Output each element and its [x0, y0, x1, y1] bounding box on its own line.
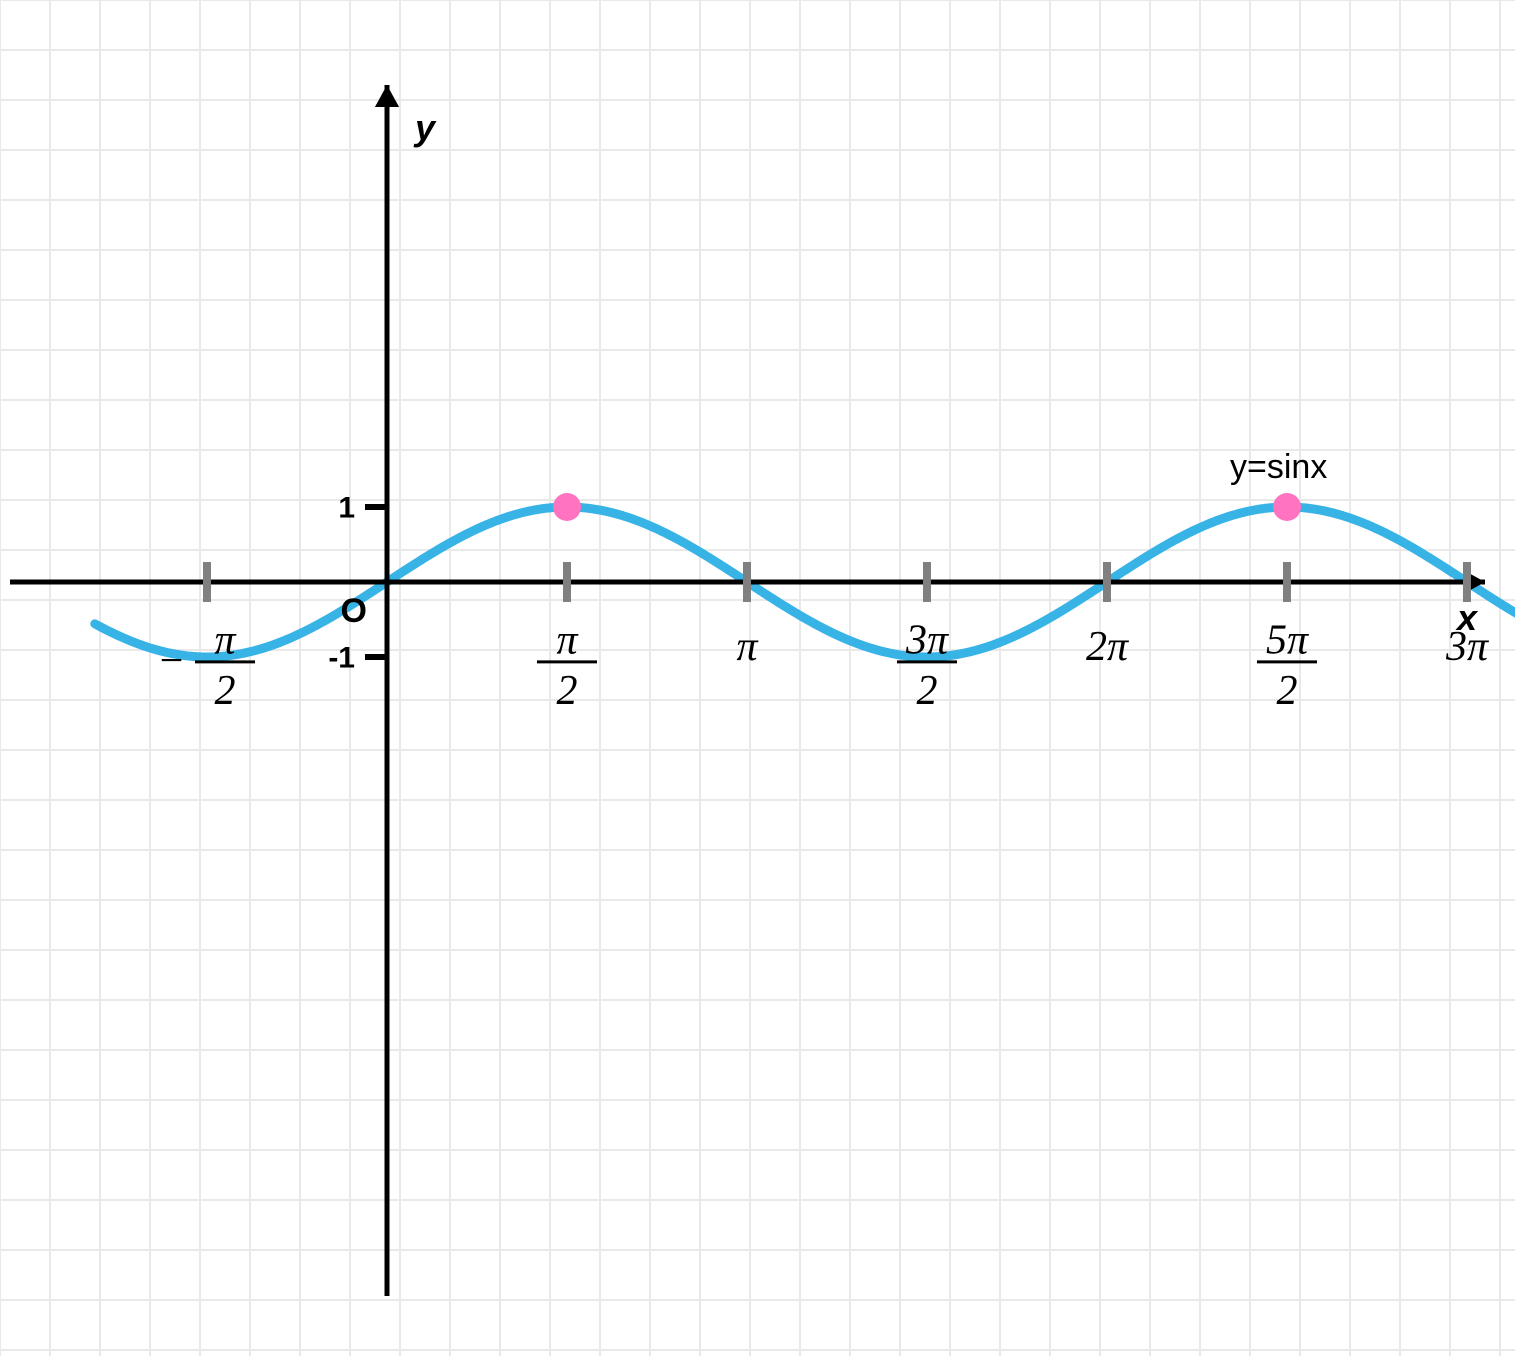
x-tick-numer: 5π [1266, 618, 1309, 664]
x-tick-numer: 3π [905, 618, 949, 664]
x-tick-denom: 2 [916, 668, 937, 714]
y-tick-label: 1 [338, 492, 355, 525]
y-axis-label: y [413, 107, 437, 148]
x-tick-label: π [736, 624, 758, 670]
equation-label: y=sinx [1230, 448, 1327, 486]
x-tick-label: 3π [1445, 624, 1489, 670]
x-tick-minus: − [157, 638, 185, 684]
x-tick-numer: π [556, 618, 578, 664]
x-tick-numer: π [214, 618, 236, 664]
peak-marker [553, 493, 581, 521]
x-tick-label: 2π [1086, 624, 1129, 670]
origin-label: O [341, 592, 367, 630]
x-tick-denom: 2 [1276, 668, 1297, 714]
x-tick-denom: 2 [215, 668, 236, 714]
chart-svg: yxO1-1−π2π2π3π22π5π23πy=sinx [0, 0, 1515, 1356]
y-tick-label: -1 [328, 642, 355, 675]
sine-chart: yxO1-1−π2π2π3π22π5π23πy=sinx [0, 0, 1515, 1356]
peak-marker [1273, 493, 1301, 521]
x-tick-denom: 2 [556, 668, 577, 714]
